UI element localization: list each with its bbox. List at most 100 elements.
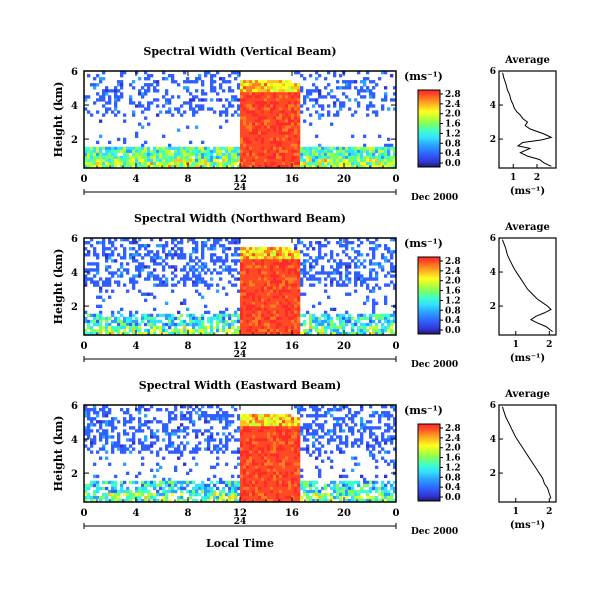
heatmap-cell: [228, 328, 232, 333]
heatmap-cell: [252, 286, 256, 290]
heatmap-cell: [264, 283, 268, 287]
heatmap-cell: [351, 316, 355, 321]
heatmap-cell: [393, 92, 397, 96]
heatmap-cell: [246, 265, 250, 269]
heatmap-cell: [375, 328, 379, 333]
heatmap-cell: [237, 313, 241, 318]
heatmap-cell: [264, 137, 268, 142]
heatmap-cell: [249, 420, 253, 424]
heatmap-cell: [171, 152, 175, 157]
heatmap-cell: [174, 253, 178, 257]
heatmap-cell: [288, 146, 292, 151]
heatmap-cell: [120, 447, 124, 451]
heatmap-cell: [198, 441, 202, 445]
heatmap-cell: [372, 164, 376, 169]
heatmap-cell: [129, 155, 133, 160]
heatmap-cell: [132, 86, 136, 90]
heatmap-cell: [249, 495, 253, 500]
heatmap-cell: [318, 316, 322, 321]
heatmap-cell: [276, 83, 280, 87]
heatmap-cell: [225, 259, 229, 263]
heatmap-cell: [243, 283, 247, 287]
heatmap-cell: [147, 250, 151, 254]
heatmap-cell: [192, 95, 196, 99]
heatmap-cell: [243, 331, 247, 336]
heatmap-cell: [159, 158, 163, 163]
heatmap-cell: [114, 161, 118, 166]
heatmap-cell: [93, 438, 97, 442]
heatmap-cell: [168, 316, 172, 321]
heatmap-cell: [138, 247, 142, 251]
heatmap-cell: [264, 155, 268, 160]
heatmap-cell: [105, 289, 109, 293]
heatmap-cell: [201, 405, 205, 409]
heatmap-cell: [111, 423, 115, 427]
heatmap-cell: [285, 471, 289, 476]
heatmap-cell: [240, 164, 244, 169]
heatmap-cell: [138, 268, 142, 272]
heatmap-cell: [312, 435, 316, 439]
heatmap-cell: [210, 325, 214, 330]
heatmap-cell: [237, 289, 241, 293]
heatmap-cell: [264, 89, 268, 93]
heatmap-cell: [249, 128, 253, 132]
heatmap-cell: [369, 453, 373, 457]
heatmap-cell: [90, 158, 94, 163]
heatmap-cell: [288, 80, 292, 84]
heatmap-cell: [336, 444, 340, 448]
heatmap-cell: [201, 253, 205, 257]
heatmap-cell: [372, 80, 376, 84]
heatmap-cell: [123, 316, 127, 321]
heatmap-cell: [132, 441, 136, 445]
heatmap-cell: [273, 113, 277, 117]
heatmap-cell: [315, 465, 319, 469]
heatmap-cell: [165, 483, 169, 488]
heatmap-cell: [111, 244, 115, 248]
heatmap-cell: [231, 98, 235, 102]
heatmap-cell: [243, 441, 247, 445]
heatmap-cell: [177, 247, 181, 251]
heatmap-cell: [132, 146, 136, 151]
heatmap-cell: [210, 492, 214, 497]
heatmap-cell: [183, 480, 187, 485]
heatmap-cell: [249, 453, 253, 457]
heatmap-cell: [381, 256, 385, 260]
heatmap-cell: [249, 468, 253, 472]
heatmap-cell: [261, 441, 265, 445]
heatmap-cell: [384, 459, 388, 463]
heatmap-cell: [159, 331, 163, 336]
heatmap-cell: [156, 146, 160, 151]
heatmap-cell: [384, 146, 388, 151]
heatmap-cell: [96, 480, 100, 485]
heatmap-cell: [393, 462, 397, 466]
heatmap-cell: [240, 328, 244, 333]
heatmap-cell: [207, 283, 211, 287]
heatmap-cell: [285, 328, 289, 333]
heatmap-cell: [270, 262, 274, 266]
heatmap-cell: [204, 244, 208, 248]
heatmap-cell: [291, 104, 295, 108]
heatmap-cell: [231, 146, 235, 151]
heatmap-cell: [303, 262, 307, 266]
heatmap-cell: [282, 128, 286, 132]
heatmap-cell: [279, 155, 283, 160]
heatmap-cell: [321, 161, 325, 166]
heatmap-cell: [264, 149, 268, 154]
heatmap-cell: [267, 307, 271, 312]
heatmap-cell: [330, 280, 334, 284]
heatmap-cell: [315, 432, 319, 436]
heatmap-cell: [252, 155, 256, 160]
heatmap-cell: [312, 265, 316, 269]
heatmap-cell: [90, 161, 94, 166]
heatmap-cell: [288, 122, 292, 126]
heatmap-cell: [219, 489, 223, 494]
heatmap-cell: [297, 474, 301, 479]
heatmap-cell: [207, 435, 211, 439]
heatmap-cell: [267, 110, 271, 114]
heatmap-cell: [342, 283, 346, 287]
heatmap-cell: [96, 161, 100, 166]
heatmap-cell: [141, 405, 145, 409]
heatmap-cell: [102, 414, 106, 418]
heatmap-cell: [384, 283, 388, 287]
heatmap-cell: [144, 423, 148, 427]
